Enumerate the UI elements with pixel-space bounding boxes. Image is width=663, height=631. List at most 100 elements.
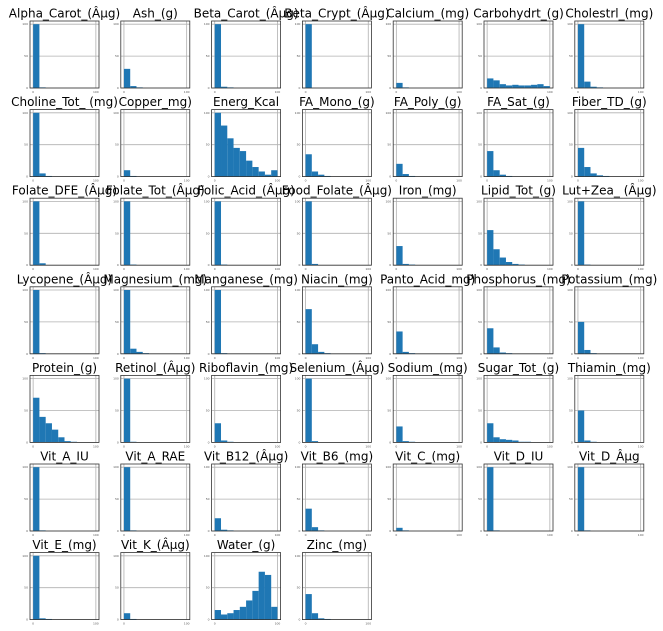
histogram-bar [512,263,519,266]
histogram-bar [584,81,591,88]
histogram-bar [512,440,519,443]
histogram-bar [584,167,591,177]
histogram-bar [590,86,597,88]
histogram-bar [123,467,131,531]
subplot-title: Vit_C_(mg) [395,450,460,464]
x-tick-label: 0 [486,533,488,537]
y-tick-label: 50 [478,143,482,147]
x-tick-label: 0 [123,622,125,626]
x-tick-label: 0 [395,444,397,448]
subplot-title: Vit_D_Âµg [579,449,640,464]
histogram-bar [396,163,403,177]
y-tick-label: 50 [569,54,573,58]
histogram-bar [33,112,40,177]
y-tick-label: 100 [204,199,210,203]
histogram-bar [584,349,591,354]
y-tick-label: 0 [298,175,300,179]
plot-frame [29,552,100,620]
subplot-title: Vit_A_RAE [125,450,185,464]
x-tick-label: 100 [93,622,99,626]
plot-frame [301,463,372,532]
x-tick-label: 0 [577,533,579,537]
x-tick-label: 100 [275,356,281,360]
y-tick-label: 100 [22,377,28,381]
y-tick-label: 50 [297,497,301,501]
histogram-bar [33,397,40,443]
x-tick-label: 0 [305,267,307,271]
y-tick-label: 100 [476,22,482,26]
histogram-bar [246,600,253,620]
y-tick-label: 0 [480,529,482,533]
x-tick-label: 0 [486,356,488,360]
histogram-bar [233,147,240,177]
y-tick-label: 0 [117,86,119,90]
y-tick-label: 100 [385,199,391,203]
plot-frame [120,197,191,266]
y-tick-label: 100 [295,111,301,115]
histogram-bar [33,24,40,88]
y-tick-label: 50 [24,586,28,590]
y-tick-label: 0 [117,440,119,444]
subplot-title: Carbohydrt_(g) [473,7,564,21]
plot-frame [301,109,372,177]
x-tick-label: 0 [395,533,397,537]
x-tick-label: 0 [305,533,307,537]
y-tick-label: 0 [117,175,119,179]
y-tick-label: 50 [478,497,482,501]
histogram-bar [487,151,494,177]
subplot-title: Vit_K_(Âµg) [121,537,190,552]
histogram-bar [39,416,46,443]
y-tick-label: 50 [115,320,119,324]
x-tick-label: 100 [547,356,553,360]
y-tick-label: 100 [22,199,28,203]
histogram-bar [396,331,403,354]
histogram-bar [487,230,494,266]
x-tick-label: 0 [123,267,125,271]
y-tick-label: 0 [208,440,210,444]
x-tick-label: 0 [123,533,125,537]
x-tick-label: 100 [275,267,281,271]
x-tick-label: 0 [577,90,579,94]
y-tick-label: 50 [206,143,210,147]
histogram-bar [499,174,506,177]
y-tick-label: 50 [206,497,210,501]
y-tick-label: 100 [567,377,573,381]
subplot-title: Calcium_(mg) [386,7,469,21]
x-tick-label: 100 [456,444,462,448]
histogram-bar [577,410,585,443]
x-tick-label: 100 [456,267,462,271]
x-tick-label: 0 [577,267,579,271]
histogram-bar [487,78,494,88]
y-tick-label: 50 [115,231,119,235]
x-tick-label: 0 [32,356,34,360]
plot-frame [392,286,463,355]
histogram-bar [239,606,247,620]
histogram-bar [584,440,591,443]
histogram-bar [590,173,597,177]
x-tick-label: 100 [456,179,462,183]
plot-frame [29,197,100,266]
plot-frame [120,20,191,89]
y-tick-label: 0 [26,263,28,267]
histogram-bar [39,618,46,620]
x-tick-label: 100 [547,179,553,183]
plot-frame [211,20,282,89]
x-tick-label: 0 [486,267,488,271]
x-tick-label: 0 [214,179,216,183]
subplot-title: Cholestrl_(mg) [565,7,653,21]
y-tick-label: 0 [571,86,573,90]
x-tick-label: 100 [93,90,99,94]
histogram-bar [311,344,319,354]
x-tick-label: 100 [638,356,644,360]
histogram-bar [221,440,228,443]
histogram-bar [305,594,312,620]
histogram-bar [123,613,131,620]
plot-frame [574,109,645,177]
subplot-title: Selenium_(Âµg) [290,360,385,375]
x-tick-label: 100 [456,356,462,360]
subplot-title: FA_Mono_(g) [299,95,375,109]
plot-frame [574,286,645,355]
x-tick-label: 0 [214,444,216,448]
x-tick-label: 100 [93,179,99,183]
